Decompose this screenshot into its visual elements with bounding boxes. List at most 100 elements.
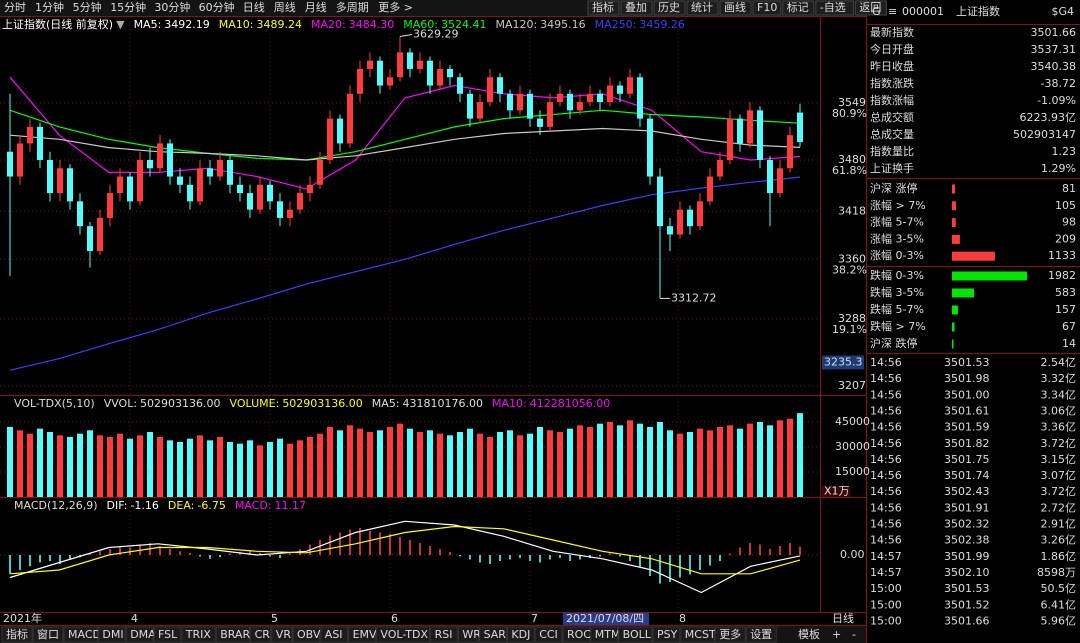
high-annotation: 3629.29 <box>413 27 459 40</box>
tool-button[interactable]: 统计 <box>691 1 713 14</box>
indicator-tab[interactable]: CCI <box>539 628 558 641</box>
indicator-tab[interactable]: EMV <box>353 628 377 641</box>
tool-button-bg[interactable] <box>686 0 719 16</box>
tab-bg[interactable] <box>479 626 507 643</box>
tab-bg[interactable] <box>348 626 376 643</box>
tool-button-bg[interactable] <box>587 0 620 16</box>
indicator-tab[interactable]: DMA <box>130 628 156 641</box>
indicator-tab[interactable]: BRAR <box>220 628 250 641</box>
indicator-tab[interactable]: RSI <box>435 628 453 641</box>
tool-button-bg[interactable] <box>620 0 653 16</box>
indicator-tab[interactable]: DMI <box>102 628 123 641</box>
tab-bg[interactable] <box>506 626 535 643</box>
tab-bg[interactable] <box>97 626 126 643</box>
period-tab[interactable]: 日线 <box>243 0 265 14</box>
tab-bg[interactable] <box>562 626 591 643</box>
tool-button-bg[interactable] <box>815 0 854 16</box>
tab-bg[interactable] <box>375 626 431 643</box>
cursor-date-bg <box>563 613 649 625</box>
period-tab[interactable]: 周线 <box>274 0 296 14</box>
tab-bg[interactable] <box>680 626 715 643</box>
indicator-tab[interactable]: PSY <box>657 628 678 641</box>
period-tab[interactable]: 月线 <box>305 0 327 14</box>
y-tick-label: 3288 <box>838 312 866 325</box>
tab-bg[interactable] <box>125 626 154 643</box>
tab-bg[interactable] <box>534 626 563 643</box>
tool-button[interactable]: 返回 <box>859 1 881 14</box>
volume-bar <box>667 430 673 497</box>
indicator-tab[interactable]: OBV <box>297 628 321 641</box>
tool-button[interactable]: 叠加 <box>625 1 647 14</box>
tool-button[interactable]: 画线 <box>724 0 746 14</box>
tab-bg[interactable] <box>320 626 349 643</box>
tab-bg[interactable] <box>32 626 64 643</box>
candle-body <box>797 112 803 143</box>
candle-body <box>337 118 343 144</box>
tab-bg[interactable] <box>215 626 251 643</box>
indicator-tab[interactable]: 更多 <box>719 627 741 641</box>
indicator-tab[interactable]: 设置 <box>750 628 772 641</box>
period-tab[interactable]: 分时 <box>4 1 26 14</box>
tab-bg[interactable] <box>181 626 216 643</box>
tab-bg[interactable] <box>63 626 98 643</box>
indicator-tab[interactable]: 窗口 <box>37 627 59 641</box>
tab-bg[interactable] <box>292 626 321 643</box>
indicator-tab[interactable]: 指标 <box>6 627 28 641</box>
tool-button[interactable]: F10 <box>757 1 777 14</box>
volume-bar <box>357 428 363 497</box>
tool-button-bg[interactable] <box>752 0 782 16</box>
trade-time: 14:57 <box>870 550 902 563</box>
tab-bg[interactable] <box>714 626 746 643</box>
tool-button[interactable]: 历史 <box>658 1 680 14</box>
tab-bg[interactable] <box>1 626 33 643</box>
indicator-tab[interactable]: FSL <box>158 628 178 641</box>
tab-bg[interactable] <box>153 626 182 643</box>
indicator-tab[interactable]: VR <box>276 628 292 641</box>
menu-icon[interactable]: ≡ <box>888 5 897 18</box>
indicator-tab[interactable]: CR <box>255 628 271 641</box>
period-tab[interactable]: 30分钟 <box>154 0 190 14</box>
indicator-tab[interactable]: MCST <box>685 628 716 641</box>
tool-button-bg[interactable] <box>782 0 815 16</box>
tab-bg[interactable] <box>652 626 681 643</box>
tool-button[interactable]: 指标 <box>592 0 614 14</box>
period-tab[interactable]: 60分钟 <box>199 0 235 14</box>
trade-time: 14:56 <box>870 485 902 498</box>
indicator-tab[interactable]: WR <box>462 628 481 641</box>
indicator-tab[interactable]: BOLL <box>623 628 652 641</box>
tab-bg[interactable] <box>618 626 653 643</box>
tab-bg[interactable] <box>250 626 272 643</box>
period-tab[interactable]: 5分钟 <box>73 0 102 14</box>
y-tick-label: 3480 <box>838 153 866 166</box>
tool-button-bg[interactable] <box>653 0 686 16</box>
tab-control[interactable]: + <box>832 628 841 641</box>
stat-value: 502903147 <box>1013 128 1076 141</box>
indicator-tab[interactable]: ROC <box>567 628 591 641</box>
indicator-tab[interactable]: TRIX <box>185 628 212 641</box>
tab-bg[interactable] <box>457 626 480 643</box>
tab-bg[interactable] <box>745 626 777 643</box>
period-tab[interactable]: 更多 > <box>378 0 413 14</box>
tab-control[interactable]: - <box>852 628 856 641</box>
tab-control[interactable]: 模板 <box>798 627 820 641</box>
indicator-tab[interactable]: ASI <box>325 628 343 641</box>
tool-button[interactable]: -自选 <box>820 1 846 14</box>
tab-bg[interactable] <box>271 626 293 643</box>
tab-bg[interactable] <box>430 626 458 643</box>
indicator-tab[interactable]: MTM <box>595 628 621 641</box>
period-tab[interactable]: 多周期 <box>336 0 369 14</box>
indicator-tab[interactable]: KDJ <box>511 628 530 641</box>
dist-value: 1133 <box>1048 249 1076 262</box>
tool-button-bg[interactable] <box>719 0 752 16</box>
indicator-label: VOL-TDX(5,10) <box>14 397 95 410</box>
candle-body <box>537 118 543 127</box>
tool-button[interactable]: 标记 <box>787 0 809 14</box>
indicator-tab[interactable]: VOL-TDX <box>380 628 428 641</box>
candle-body <box>497 77 503 94</box>
tool-button-bg[interactable] <box>854 0 887 16</box>
period-tab[interactable]: 1分钟 <box>35 0 64 14</box>
tab-bg[interactable] <box>590 626 619 643</box>
period-tab[interactable]: 15分钟 <box>110 0 146 14</box>
indicator-tab[interactable]: SAR <box>484 628 507 641</box>
indicator-tab[interactable]: MACD <box>68 628 101 641</box>
